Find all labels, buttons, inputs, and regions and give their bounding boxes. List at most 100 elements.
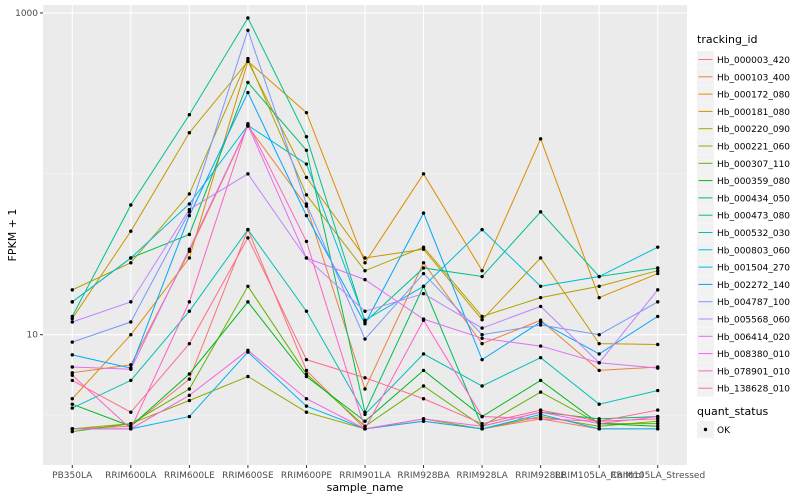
data-point bbox=[480, 333, 484, 337]
data-point bbox=[597, 284, 601, 288]
data-point bbox=[421, 318, 426, 322]
data-point bbox=[129, 410, 133, 414]
data-point bbox=[538, 323, 543, 327]
legend-label: Hb_000532_030 bbox=[717, 229, 790, 239]
data-point bbox=[480, 274, 484, 279]
data-point bbox=[304, 175, 309, 180]
data-point bbox=[421, 384, 426, 388]
legend-label: Hb_138628_010 bbox=[717, 385, 790, 395]
legend-item: Hb_000172_080 bbox=[697, 85, 790, 103]
data-point bbox=[538, 378, 543, 383]
data-point bbox=[480, 336, 484, 341]
data-point bbox=[129, 427, 133, 431]
data-point bbox=[304, 135, 309, 139]
data-point bbox=[480, 268, 484, 273]
data-point bbox=[656, 314, 660, 319]
legend-item: Hb_008380_010 bbox=[697, 345, 790, 363]
data-point bbox=[246, 374, 250, 379]
data-point bbox=[187, 393, 192, 398]
legend-label: Hb_004787_100 bbox=[717, 298, 790, 308]
data-point bbox=[70, 340, 74, 344]
data-point bbox=[363, 277, 367, 282]
data-point bbox=[70, 427, 74, 431]
legend-label: Hb_078901_010 bbox=[717, 367, 790, 377]
data-point bbox=[304, 357, 309, 362]
data-point bbox=[656, 266, 660, 270]
data-point bbox=[187, 300, 192, 304]
data-point bbox=[421, 291, 426, 296]
data-point bbox=[480, 317, 484, 322]
data-point bbox=[656, 342, 660, 347]
legend-item: Hb_000532_030 bbox=[697, 224, 790, 241]
data-point bbox=[129, 256, 133, 260]
data-point bbox=[187, 372, 192, 376]
data-point bbox=[597, 333, 601, 337]
data-point bbox=[187, 131, 192, 135]
data-point bbox=[187, 256, 192, 260]
data-point bbox=[187, 210, 192, 214]
x-tick-label: RRIM928LE bbox=[515, 471, 566, 481]
legend-items: Hb_000003_420 Hb_000103_400 Hb_000172_080 H… bbox=[697, 51, 790, 397]
data-point bbox=[187, 387, 192, 391]
legend: tracking_id Hb_000003_420Hb_000103_400Hb… bbox=[697, 33, 790, 438]
legend-item: Hb_000181_080 bbox=[697, 102, 790, 120]
data-point bbox=[246, 348, 250, 353]
data-point bbox=[421, 245, 426, 249]
data-point bbox=[246, 300, 250, 304]
data-point bbox=[421, 261, 426, 265]
data-point bbox=[538, 408, 543, 412]
data-point bbox=[187, 202, 192, 206]
data-point bbox=[656, 427, 660, 431]
x-axis-title: sample_name bbox=[327, 481, 404, 494]
data-point bbox=[480, 326, 484, 330]
legend-item: Hb_000307_110 bbox=[697, 154, 790, 172]
data-point bbox=[304, 372, 309, 376]
data-point bbox=[538, 320, 543, 324]
data-point bbox=[246, 90, 250, 95]
legend-item: Hb_000003_420 bbox=[697, 51, 790, 68]
data-point bbox=[656, 271, 660, 276]
data-point bbox=[129, 229, 133, 233]
data-point bbox=[363, 376, 367, 380]
data-point bbox=[363, 424, 367, 428]
data-point bbox=[129, 424, 133, 428]
data-point bbox=[656, 300, 660, 304]
data-point bbox=[187, 213, 192, 218]
data-point bbox=[363, 412, 367, 417]
data-point bbox=[597, 421, 601, 426]
data-point bbox=[363, 268, 367, 273]
data-point bbox=[538, 417, 543, 421]
x-tick-label: RRIM600SE bbox=[222, 471, 274, 481]
x-tick-label: RRIM928LA bbox=[456, 471, 508, 481]
x-tick-label: RRIM105LA_Stressed bbox=[610, 471, 705, 481]
data-point bbox=[538, 284, 543, 288]
data-point bbox=[70, 314, 74, 319]
data-point bbox=[538, 295, 543, 300]
legend-item: Hb_005568_060 bbox=[697, 310, 790, 328]
data-point bbox=[421, 271, 426, 276]
data-point bbox=[480, 384, 484, 388]
data-point bbox=[656, 245, 660, 249]
data-point bbox=[363, 387, 367, 391]
data-point bbox=[129, 261, 133, 265]
data-point bbox=[597, 402, 601, 406]
data-point bbox=[70, 288, 74, 292]
data-point bbox=[70, 371, 74, 375]
data-point bbox=[597, 417, 601, 421]
legend-label: Hb_005568_060 bbox=[717, 316, 790, 326]
data-point bbox=[421, 368, 426, 373]
data-point bbox=[304, 110, 309, 115]
data-point bbox=[187, 377, 192, 381]
data-point bbox=[656, 408, 660, 412]
data-point bbox=[421, 172, 426, 176]
data-point bbox=[70, 320, 74, 324]
legend-label: Hb_000103_400 bbox=[717, 73, 790, 83]
x-axis: PB350LA RRIM600LA RRIM600LE RRIM600SE RRIM60… bbox=[52, 465, 705, 481]
legend-status-point bbox=[703, 427, 708, 432]
legend-item: Hb_000803_060 bbox=[697, 241, 790, 259]
data-point bbox=[480, 357, 484, 362]
data-point bbox=[421, 417, 426, 421]
data-point bbox=[246, 121, 250, 126]
x-tick-label: RRIM600LA bbox=[105, 471, 157, 481]
data-point bbox=[421, 211, 426, 215]
